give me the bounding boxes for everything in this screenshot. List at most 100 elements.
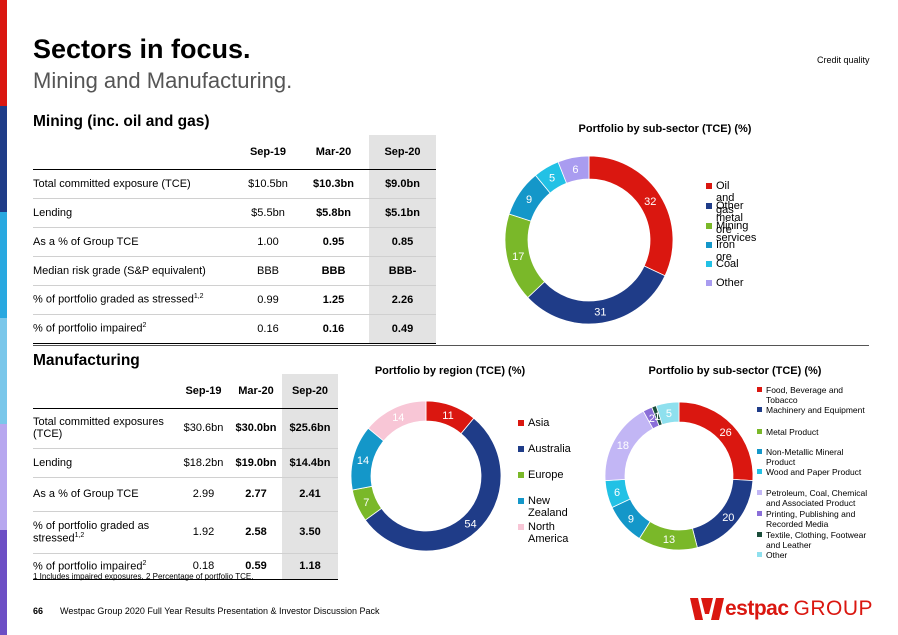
region-donut: 11 54 7 14 14	[350, 400, 502, 552]
legend-label: Australia	[528, 443, 571, 455]
legend-label: Mining services	[716, 220, 757, 244]
table-cell: $10.3bn	[298, 169, 369, 199]
table-cell: 2.41	[282, 477, 338, 512]
donut-data-label: 7	[363, 497, 369, 509]
legend-label: Metal Product	[766, 427, 819, 437]
table-row: Total committed exposure (TCE) $10.5bn $10…	[33, 169, 436, 199]
footnote-ref: 1,2	[74, 531, 85, 539]
table-row: As a % of Group TCE 1.00 0.95 0.85	[33, 227, 436, 257]
legend-label: Wood and Paper Product	[766, 467, 862, 477]
legend-item: Food, Beverage and Tobacco	[757, 385, 872, 405]
donut-data-label: 5	[666, 408, 672, 420]
row-label-text: Lending	[33, 456, 73, 469]
table-header-cell: Sep-20	[369, 135, 436, 170]
donut-slice	[504, 213, 546, 299]
table-header-cell: Mar-20	[298, 135, 369, 170]
credit-quality-label: Credit quality	[817, 55, 870, 65]
legend-item: Australia	[518, 443, 571, 455]
legend-item: Asia	[518, 417, 549, 429]
donut-data-label: 17	[512, 251, 524, 263]
legend-label: Non-Metallic Mineral Product	[766, 447, 844, 467]
table-cell: $30.6bn	[177, 408, 230, 449]
legend-label: Iron ore	[716, 239, 735, 263]
donut-data-label: 2	[649, 413, 655, 425]
row-label-text: % of portfolio impaired	[33, 322, 143, 335]
westpac-w-icon	[690, 598, 724, 620]
footnote-ref: 2	[142, 559, 147, 567]
legend-item: Textile, Clothing, Footwear and Leather	[757, 530, 872, 550]
legend-item: Non-Metallic Mineral Product	[757, 447, 872, 467]
donut-data-label: 9	[526, 194, 532, 206]
donut-data-label: 5	[549, 173, 555, 185]
table-header-row: Sep-19 Mar-20 Sep-20	[33, 135, 436, 170]
manufacturing-heading: Manufacturing	[33, 352, 140, 369]
legend-item: New Zealand	[518, 495, 568, 519]
row-label-text: As a % of Group TCE	[33, 488, 139, 500]
legend-item: North America	[518, 521, 568, 545]
legend-label: Petroleum, Coal, Chemical and Associated…	[766, 488, 868, 508]
donut-data-label: 54	[464, 518, 476, 530]
legend-label: Food, Beverage and Tobacco	[766, 385, 844, 405]
westpac-logo: estpac GROUP	[690, 597, 873, 621]
row-label: Median risk grade (S&P equivalent)	[33, 256, 238, 286]
table-row: % of portfolio graded as stressed1,2 0.99…	[33, 285, 436, 315]
table-cell: $9.0bn	[369, 169, 436, 199]
legend-item: Other metal ore	[706, 200, 744, 236]
row-label-text: % of portfolio graded as stressed	[33, 293, 194, 306]
table-header-cell: Sep-19	[177, 374, 230, 409]
table-header-cell: Sep-19	[238, 135, 298, 170]
table-header-cell: Sep-20	[282, 374, 338, 409]
legend-swatch	[757, 511, 762, 516]
legend-swatch	[757, 532, 762, 537]
legend-swatch	[706, 242, 712, 248]
table-cell: $18.2bn	[177, 448, 230, 478]
page-number: 66	[33, 606, 44, 616]
donut-data-label: 6	[614, 487, 620, 499]
footnote: 1 Includes impaired exposures. 2 Percent…	[33, 572, 254, 581]
legend-item: Petroleum, Coal, Chemical and Associated…	[757, 488, 872, 508]
legend-swatch	[706, 203, 712, 209]
manufacturing-subsector-chart-title: Portfolio by sub-sector (TCE) (%)	[648, 365, 822, 377]
legend-swatch	[518, 472, 524, 478]
table-cell: BBB	[238, 256, 298, 286]
table-cell: 1.25	[298, 285, 369, 315]
manufacturing-subsector-donut: 26 20 13 9 6 18 2 1 5	[604, 401, 754, 551]
logo-brand-text: estpac	[725, 597, 789, 620]
table-row: As a % of Group TCE 2.99 2.77 2.41	[33, 477, 338, 512]
legend-swatch	[518, 420, 524, 426]
donut-slice	[367, 400, 427, 442]
legend-swatch	[706, 223, 712, 229]
row-label: As a % of Group TCE	[33, 477, 177, 512]
legend-label: Oil and gas	[716, 180, 735, 216]
side-bar-segment	[0, 106, 7, 212]
table-row: % of portfolio graded as stressed1,2 1.92…	[33, 511, 338, 554]
table-row: % of portfolio impaired2 0.18 0.59 1.18	[33, 553, 338, 580]
legend-label: Other	[766, 550, 788, 560]
donut-data-label: 1	[654, 411, 660, 423]
table-cell: 0.95	[298, 227, 369, 257]
donut-data-label: 9	[628, 513, 634, 525]
table-cell: BBB-	[369, 256, 436, 286]
legend-label: Other metal ore	[716, 200, 744, 236]
row-label: % of portfolio graded as stressed1,2	[33, 511, 177, 554]
table-row: % of portfolio impaired2 0.16 0.16 0.49	[33, 314, 436, 344]
footer-text: Westpac Group 2020 Full Year Results Pre…	[60, 606, 380, 616]
donut-slice	[557, 155, 590, 184]
legend-swatch	[757, 490, 762, 495]
table-cell: BBB	[298, 256, 369, 286]
table-cell: $10.5bn	[238, 169, 298, 199]
page-subtitle: Mining and Manufacturing.	[33, 68, 293, 93]
legend-item: Printing, Publishing and Recorded Media	[757, 509, 872, 529]
row-label: As a % of Group TCE	[33, 227, 238, 257]
legend-item: Wood and Paper Product	[757, 467, 861, 477]
region-chart-title: Portfolio by region (TCE) (%)	[374, 365, 526, 377]
legend-label: Printing, Publishing and Recorded Media	[766, 509, 856, 529]
table-cell: 2.58	[230, 511, 282, 554]
table-cell: $14.4bn	[282, 448, 338, 478]
table-cell: 2.99	[177, 477, 230, 512]
donut-data-label: 14	[392, 412, 404, 424]
table-row: Lending $5.5bn $5.8bn $5.1bn	[33, 198, 436, 228]
donut-data-label: 31	[594, 307, 606, 319]
donut-data-label: 11	[442, 410, 453, 422]
legend-swatch	[706, 280, 712, 286]
